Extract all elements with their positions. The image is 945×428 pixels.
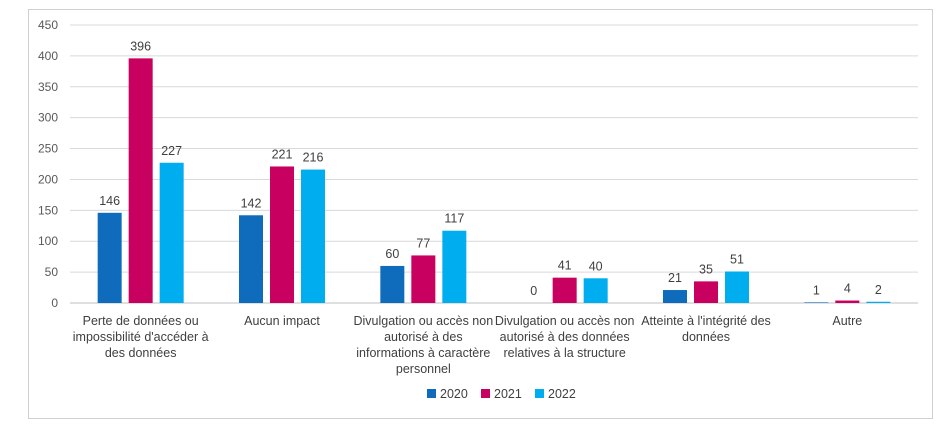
data-label: 4 (844, 282, 851, 296)
data-label: 227 (161, 144, 182, 158)
legend-swatch (427, 389, 436, 398)
data-label: 142 (241, 196, 262, 210)
y-tick-label: 150 (38, 203, 58, 217)
bar (270, 166, 294, 303)
data-label: 1 (813, 283, 820, 297)
x-tick-label: Autre (832, 314, 862, 328)
y-tick-label: 250 (38, 142, 58, 156)
data-label: 40 (589, 259, 603, 273)
bar (239, 215, 263, 303)
bar (159, 162, 184, 303)
legend-swatch (481, 389, 490, 398)
y-tick-label: 450 (38, 18, 58, 32)
y-tick-label: 0 (51, 296, 58, 310)
x-tick-label: Divulgation ou accès non autorisé à des d… (495, 314, 635, 360)
bar (380, 265, 405, 303)
bar (301, 169, 325, 303)
gridlines (70, 24, 918, 304)
legend-swatch (535, 389, 544, 398)
bar (804, 302, 829, 303)
bar (694, 281, 718, 303)
x-tick-label: Atteinte à l'intégrité des données (641, 314, 771, 344)
legend-label: 2021 (494, 387, 522, 401)
bar (128, 58, 153, 303)
legend-label: 2022 (548, 387, 576, 401)
data-label: 51 (730, 252, 744, 266)
bar (583, 278, 608, 303)
y-tick-label: 400 (38, 49, 58, 63)
y-tick-label: 300 (38, 111, 58, 125)
data-label: 146 (99, 194, 120, 208)
legend-label: 2020 (440, 387, 468, 401)
x-axis: Perte de données ou impossibilité d'accéd… (73, 314, 863, 376)
bar (442, 230, 467, 303)
bar (835, 300, 860, 303)
bar (866, 301, 891, 303)
data-label: 216 (303, 151, 324, 165)
data-label: 60 (385, 247, 399, 261)
bars (97, 58, 891, 303)
y-tick-label: 100 (38, 234, 58, 248)
data-label: 221 (272, 147, 293, 161)
x-tick-label: Perte de données ou impossibilité d'accéd… (73, 314, 209, 360)
bar (725, 271, 749, 303)
data-label: 21 (668, 271, 682, 285)
data-label: 117 (444, 212, 464, 226)
data-label: 35 (699, 262, 713, 276)
x-tick-label: Aucun impact (244, 314, 320, 328)
x-tick-label: Divulgation ou accès non autorisé à des in… (353, 314, 493, 376)
data-label: 77 (416, 236, 430, 250)
legend: 2020 2021 2022 (427, 387, 576, 401)
y-tick-label: 350 (38, 80, 58, 94)
data-label: 2 (875, 283, 882, 297)
data-label: 0 (530, 284, 537, 298)
y-tick-label: 50 (45, 265, 59, 279)
bar (663, 290, 687, 303)
data-label: 396 (130, 39, 151, 53)
bar (411, 255, 436, 303)
bar (552, 277, 577, 303)
bar (97, 212, 122, 303)
y-tick-label: 200 (38, 172, 58, 186)
y-axis: 0 50 100 150 200 250 300 350 400 450 (38, 18, 58, 310)
data-label: 41 (558, 259, 572, 273)
